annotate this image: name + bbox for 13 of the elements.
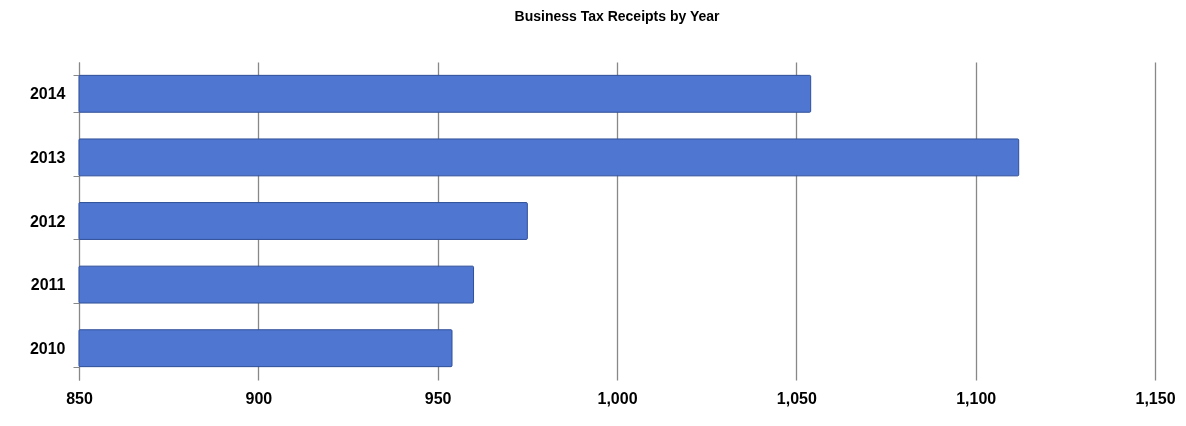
x-tick-label: 850 <box>66 389 93 407</box>
chart-title: Business Tax Receipts by Year <box>514 8 721 24</box>
x-tick-label: 1,000 <box>597 389 638 407</box>
y-tick-label: 2011 <box>30 276 66 294</box>
x-tick-label: 1,100 <box>956 389 997 407</box>
x-tick-label: 1,150 <box>1135 389 1176 407</box>
x-tick-label: 900 <box>245 389 273 407</box>
y-tick-label: 2012 <box>29 212 66 230</box>
y-tick-label: 2010 <box>29 339 66 357</box>
x-tick-label: 1,050 <box>776 389 817 407</box>
x-tick-label: 950 <box>424 389 452 407</box>
y-tick-label: 2014 <box>29 85 66 103</box>
y-tick-label: 2013 <box>29 148 66 166</box>
